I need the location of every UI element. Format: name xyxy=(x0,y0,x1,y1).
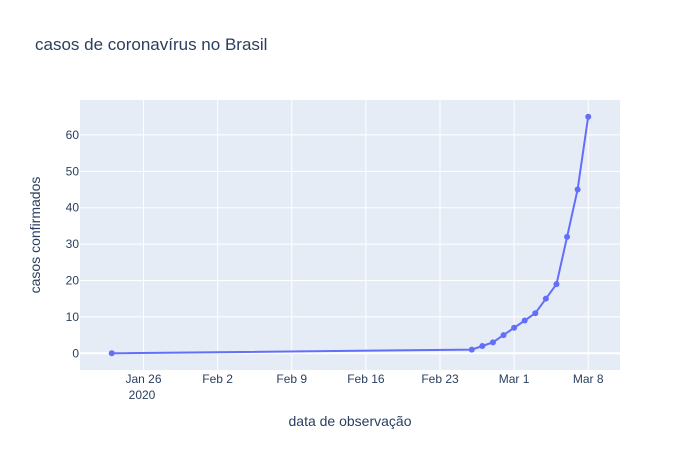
data-point xyxy=(511,324,518,331)
x-tick-label: Feb 2 xyxy=(202,372,233,386)
data-point xyxy=(532,310,539,317)
data-point xyxy=(564,233,571,240)
x-axis-ticks: Jan 26 Feb 2 Feb 9 Feb 16 Feb 23 Mar 1 Mar 8 xyxy=(126,372,604,386)
series-points xyxy=(108,113,592,357)
x-tick-label: Jan 26 xyxy=(126,372,162,386)
y-tick-label: 60 xyxy=(66,128,80,142)
data-point xyxy=(521,317,528,324)
y-tick-label: 40 xyxy=(66,201,80,215)
x-year-label: 2020 xyxy=(129,388,156,402)
data-point xyxy=(468,346,475,353)
x-tick-label: Feb 9 xyxy=(276,372,307,386)
y-tick-label: 10 xyxy=(66,310,80,324)
y-tick-label: 0 xyxy=(72,346,79,360)
data-point xyxy=(479,342,486,349)
y-tick-label: 30 xyxy=(66,237,80,251)
x-tick-label: Feb 16 xyxy=(347,372,385,386)
x-tick-label: Mar 8 xyxy=(573,372,604,386)
plot-area xyxy=(80,100,620,370)
y-tick-label: 20 xyxy=(66,273,80,287)
data-point xyxy=(574,186,581,193)
data-point xyxy=(553,281,560,288)
x-axis-label: data de observação xyxy=(289,413,412,429)
y-tick-label: 50 xyxy=(66,164,80,178)
data-point xyxy=(542,295,549,302)
data-point xyxy=(489,339,496,346)
y-axis-label: casos confirmados xyxy=(27,177,43,294)
data-point xyxy=(500,332,507,339)
grid xyxy=(80,100,620,370)
data-point xyxy=(108,350,115,357)
data-point xyxy=(585,113,592,120)
chart-title: casos de coronavírus no Brasil xyxy=(35,35,267,54)
x-tick-label: Mar 1 xyxy=(499,372,530,386)
x-tick-label: Feb 23 xyxy=(421,372,459,386)
y-axis-ticks: 0 10 20 30 40 50 60 xyxy=(66,128,80,360)
